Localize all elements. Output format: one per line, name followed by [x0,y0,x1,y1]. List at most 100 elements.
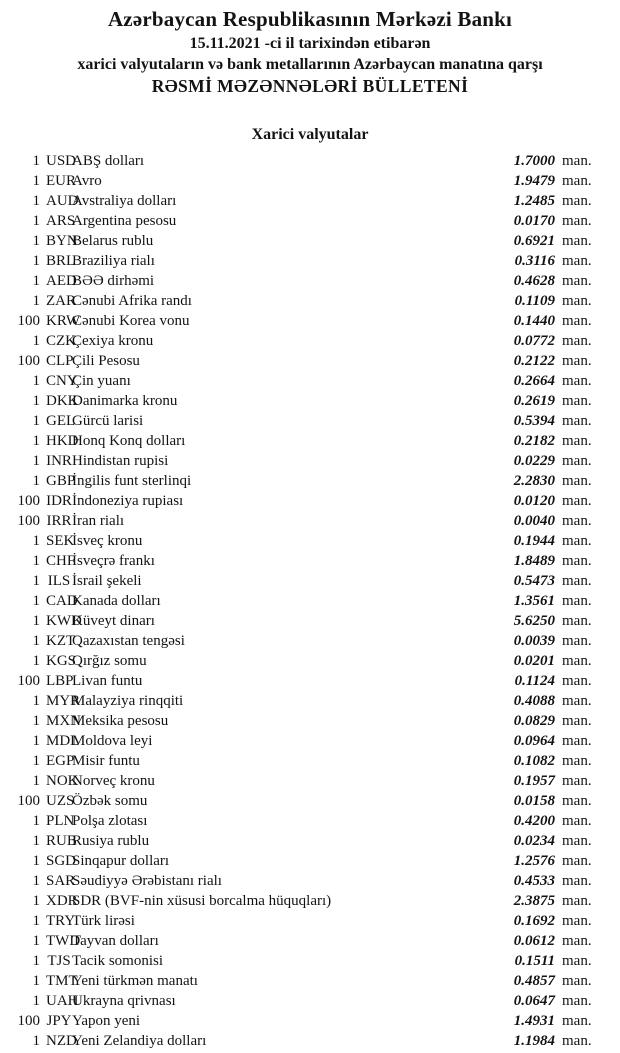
nominal-quantity: 1 [32,773,41,789]
currency-code: RUB [46,833,77,849]
currency-code: AED [46,273,77,289]
currency-row: 100 IDR İndoneziya rupiası 0.0120 man. [0,491,605,511]
nominal-quantity: 100 [17,513,41,529]
currency-code: AUD [46,193,79,209]
nominal-quantity: 1 [32,753,41,769]
currency-row: 100 LBP Livan funtu 0.1124 man. [0,671,605,691]
currency-code: NZD [46,1033,77,1049]
currency-code: BRL [46,253,76,269]
unit-label: man. [562,553,592,569]
unit-label: man. [562,393,592,409]
rate-value: 0.2182 [513,433,555,449]
nominal-quantity: 1 [32,893,41,909]
currency-name: Yapon yeni [72,1013,141,1029]
currency-row: 1 TRY Türk lirəsi 0.1692 man. [0,911,605,931]
nominal-quantity: 1 [32,873,41,889]
currency-code: SGD [46,853,77,869]
rate-value: 1.4931 [513,1013,555,1029]
currency-code: CLP [46,353,74,369]
currency-name: Tayvan dolları [72,933,159,949]
rate-value: 0.2619 [513,393,555,409]
rate-value: 0.5394 [513,413,555,429]
unit-label: man. [562,873,592,889]
nominal-quantity: 1 [32,273,41,289]
unit-label: man. [562,413,592,429]
currency-code: PLN [46,813,75,829]
nominal-quantity: 1 [32,593,41,609]
currency-name: Sinqapur dolları [72,853,170,869]
currency-row: 100 UZS Özbək somu 0.0158 man. [0,791,605,811]
unit-label: man. [562,633,592,649]
currency-row: 100 JPY Yapon yeni 1.4931 man. [0,1011,605,1031]
currency-name: Meksika pesosu [72,713,169,729]
nominal-quantity: 1 [32,973,41,989]
rate-value: 0.0612 [513,933,555,949]
nominal-quantity: 1 [32,573,41,589]
currency-code: XDR [46,893,78,909]
currency-code: TRY [46,913,76,929]
unit-label: man. [562,513,592,529]
bank-name: Azərbaycan Respublikasının Mərkəzi Bankı [107,7,513,31]
currency-name: Hindistan rupisi [72,453,169,469]
unit-label: man. [562,993,592,1009]
unit-label: man. [562,953,592,969]
rate-value: 0.0229 [513,453,555,469]
currency-row: 1 BRL Braziliya rialı 0.3116 man. [0,251,605,271]
nominal-quantity: 1 [32,473,41,489]
currency-row: 1 CNY Çin yuanı 0.2664 man. [0,371,605,391]
currency-name: Braziliya rialı [72,253,155,269]
currency-code: CZK [46,333,76,349]
currency-row: 1 BYN Belarus rublu 0.6921 man. [0,231,605,251]
rate-value: 0.0772 [513,333,555,349]
unit-label: man. [562,833,592,849]
currency-name: Səudiyyə Ərəbistanı rialı [72,873,222,889]
rate-value: 0.5473 [513,573,555,589]
currency-code: INR [46,453,72,469]
currency-row: 1 TJS Tacik somonisi 0.1511 man. [0,951,605,971]
rate-value: 0.0040 [513,513,555,529]
unit-label: man. [562,653,592,669]
currency-row: 1 USD ABŞ dolları 1.7000 man. [0,151,605,171]
rate-value: 0.0964 [513,733,555,749]
rate-value: 0.1440 [513,313,555,329]
currency-row: 1 PLN Polşa zlotası 0.4200 man. [0,811,605,831]
currency-name: Rusiya rublu [72,833,150,849]
unit-label: man. [562,913,592,929]
rate-value: 0.0829 [513,713,555,729]
currency-name: İngilis funt sterlinqi [72,473,192,489]
rate-value: 0.1082 [513,753,555,769]
currency-code: IDR [46,493,72,509]
nominal-quantity: 100 [17,1013,41,1029]
currency-row: 100 KRW Cənubi Korea vonu 0.1440 man. [0,311,605,331]
currency-code: KGS [46,653,77,669]
currency-code: MXN [46,713,82,729]
nominal-quantity: 1 [32,633,41,649]
rate-value: 0.0039 [513,633,555,649]
currency-name: Qırğız somu [72,653,147,669]
currency-name: İsveç kronu [72,533,143,549]
currency-row: 1 DKK Danimarka kronu 0.2619 man. [0,391,605,411]
nominal-quantity: 1 [32,173,41,189]
currency-code: GBP [46,473,76,489]
currency-name: Ukrayna qrivnası [72,993,176,1009]
nominal-quantity: 1 [32,693,41,709]
currency-rates-table: 1 USD ABŞ dolları 1.7000 man. 1 EUR Avro… [0,151,620,1051]
currency-name: Yeni Zelandiya dolları [72,1033,207,1049]
nominal-quantity: 1 [32,813,41,829]
rate-value: 0.0170 [513,213,555,229]
currency-name: ABŞ dolları [72,153,145,169]
currency-name: Küveyt dinarı [72,613,155,629]
unit-label: man. [562,373,592,389]
rate-value: 0.3116 [514,253,555,269]
currency-name: Polşa zlotası [72,813,148,829]
nominal-quantity: 1 [32,733,41,749]
nominal-quantity: 1 [32,913,41,929]
rate-value: 0.1511 [514,953,555,969]
currency-code: NOK [46,773,79,789]
currency-name: Avro [72,173,102,189]
currency-code: EGP [46,753,75,769]
nominal-quantity: 100 [17,313,41,329]
unit-label: man. [562,293,592,309]
unit-label: man. [562,753,592,769]
